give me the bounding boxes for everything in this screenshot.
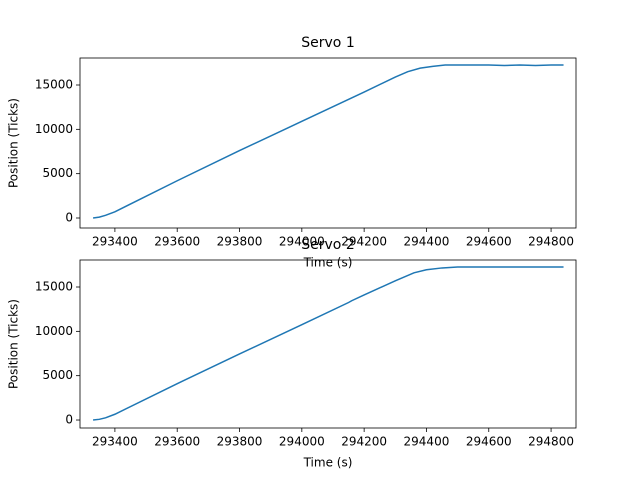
y-axis-label: Position (Ticks) — [7, 98, 21, 188]
x-axis-label: Time (s) — [303, 256, 353, 270]
x-tick-label: 293400 — [92, 435, 138, 449]
x-tick-label: 293800 — [217, 435, 263, 449]
y-tick-label: 15000 — [35, 280, 73, 294]
x-tick-label: 293400 — [92, 235, 138, 249]
x-tick-label: 294400 — [404, 435, 450, 449]
x-tick-label: 294000 — [279, 435, 325, 449]
x-tick-label: 293600 — [154, 235, 200, 249]
axes-frame — [79, 57, 577, 229]
x-tick-label: 293600 — [154, 435, 200, 449]
x-tick-label: 294200 — [341, 435, 387, 449]
y-tick-label: 10000 — [35, 324, 73, 338]
x-tick-label: 294200 — [341, 235, 387, 249]
y-axis-label: Position (Ticks) — [7, 299, 21, 389]
y-tick-label: 0 — [65, 413, 73, 427]
axes-frame — [79, 259, 577, 429]
x-tick-label: 294600 — [466, 435, 512, 449]
x-tick-label: 294600 — [466, 235, 512, 249]
y-tick-label: 15000 — [35, 77, 73, 91]
chart-title: Servo 1 — [301, 35, 354, 51]
y-tick-label: 0 — [65, 210, 73, 224]
data-line — [93, 266, 564, 421]
y-tick-label: 5000 — [42, 166, 73, 180]
x-tick-label: 294400 — [404, 235, 450, 249]
x-tick-label: 294800 — [528, 435, 574, 449]
x-tick-label: 294000 — [279, 235, 325, 249]
chart-title: Servo 2 — [301, 237, 354, 253]
x-tick-label: 294800 — [528, 235, 574, 249]
y-tick-label: 5000 — [42, 368, 73, 382]
y-tick-label: 10000 — [35, 122, 73, 136]
x-axis-label: Time (s) — [303, 456, 353, 470]
data-line — [92, 64, 564, 219]
x-tick-label: 293800 — [217, 235, 263, 249]
